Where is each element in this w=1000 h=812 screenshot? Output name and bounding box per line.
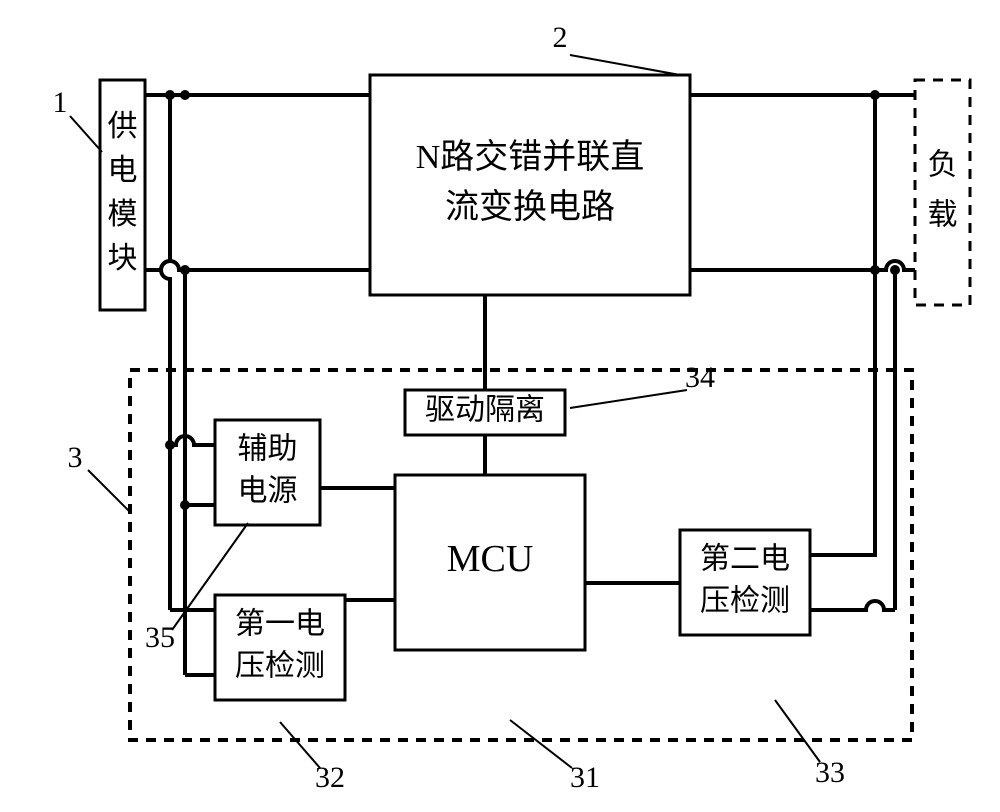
ref-label-r33: 33 [815, 756, 845, 789]
converter-label: N路交错并联直 [416, 138, 645, 176]
supply-label: 电 [108, 154, 138, 187]
v1_detect-block: 第一电压检测 [215, 595, 345, 700]
mcu-label: MCU [447, 538, 534, 580]
drive_iso-label: 驱动隔离 [425, 393, 545, 426]
drive_iso-block: 驱动隔离 [405, 390, 565, 435]
wire [810, 601, 895, 610]
wire [170, 436, 215, 445]
ref-leader-r34 [570, 390, 687, 408]
wire [161, 95, 170, 610]
diagram-canvas: 供电模块N路交错并联直流变换电路负载驱动隔离辅助电源MCU第一电压检测第二电压检… [0, 0, 1000, 812]
junction-node [180, 90, 190, 100]
ref-leader-r33 [775, 700, 820, 762]
load-block: 负载 [915, 80, 970, 305]
ref-label-r3: 3 [68, 441, 83, 474]
junction-node [180, 500, 190, 510]
v2_detect-label: 第二电 [700, 542, 790, 575]
supply-label: 模 [108, 198, 138, 231]
v1_detect-label: 第一电 [235, 607, 325, 640]
ref-label-r2: 2 [553, 21, 568, 54]
load-label: 负 [928, 148, 958, 181]
load-rect [915, 80, 970, 305]
junction-node [165, 90, 175, 100]
converter-block: N路交错并联直流变换电路 [370, 75, 690, 295]
ref-label-r1: 1 [53, 86, 68, 119]
aux_power-label: 辅助 [238, 432, 298, 465]
aux_power-label: 电源 [238, 474, 298, 507]
ref-leader-r2 [570, 55, 680, 75]
wire [145, 261, 370, 270]
v2_detect-label: 压检测 [700, 584, 790, 617]
wire [690, 261, 915, 270]
converter-rect [370, 75, 690, 295]
supply-block: 供电模块 [100, 80, 145, 310]
junction-node [890, 265, 900, 275]
load-label: 载 [928, 198, 958, 231]
ref-leader-r3 [88, 470, 130, 512]
v1_detect-label: 压检测 [235, 649, 325, 682]
ref-leader-r1 [70, 116, 102, 152]
ref-label-r32: 32 [315, 761, 345, 794]
ref-leader-r32 [280, 722, 320, 768]
converter-label: 流变换电路 [445, 188, 615, 226]
wire [810, 95, 875, 555]
supply-label: 供 [108, 110, 138, 143]
ref-label-r34: 34 [685, 361, 715, 394]
ref-label-r31: 31 [570, 761, 600, 794]
v2_detect-block: 第二电压检测 [680, 530, 810, 635]
mcu-block: MCU [395, 475, 585, 650]
ref-leader-r31 [510, 720, 572, 768]
aux_power-block: 辅助电源 [215, 420, 320, 525]
ref-label-r35: 35 [145, 621, 175, 654]
supply-label: 块 [108, 242, 138, 275]
junction-node [165, 440, 175, 450]
